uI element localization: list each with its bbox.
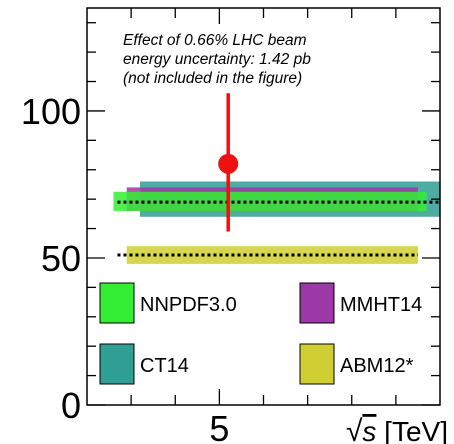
y-tick-label: 50 [41,238,81,279]
legend-swatch-ct14 [99,343,135,385]
measurement-point [218,153,239,174]
x-tick-label: 5 [209,408,229,444]
labels-layer: 0 50 100 5 √s [TeV] [21,91,448,444]
y-tick-label: 0 [61,385,81,426]
x-axis-label-root: √ [346,415,363,444]
annotation-layer: Effect of 0.66% LHC beam energy uncertain… [123,32,311,87]
measurement-layer [218,93,239,232]
band-abm12 [126,246,418,264]
annotation-line: (not included in the figure) [123,70,302,87]
x-axis-label: √s [TeV] [346,415,448,444]
annotation-line: Effect of 0.66% LHC beam [123,32,307,49]
x-axis-label-unit: [TeV] [376,416,448,444]
bands-layer [113,181,441,264]
legend-label-ct14: CT14 [140,355,189,377]
legend-layer: NNPDF3.0 MMHT14 CT14 ABM12* [99,282,422,385]
y-tick-label: 100 [21,91,81,132]
legend-label-mmht14: MMHT14 [340,294,422,316]
legend-label-abm12: ABM12* [340,355,414,377]
x-axis-label-var: s [362,416,376,444]
legend-swatch-mmht14 [299,282,335,324]
legend-label-nnpdf3-0: NNPDF3.0 [140,294,237,316]
legend-swatch-nnpdf3-0 [99,282,135,324]
axes-layer [86,7,441,406]
legend-swatch-abm12 [299,343,335,385]
annotation-line: energy uncertainty: 1.42 pb [123,51,311,68]
